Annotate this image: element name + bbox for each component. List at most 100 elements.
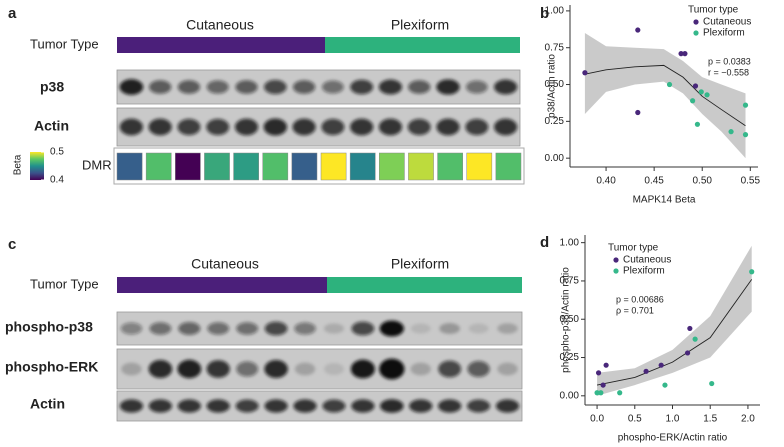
point: [709, 380, 715, 387]
y-tick-label: 0.00: [560, 390, 580, 401]
point: [678, 51, 684, 57]
dmr-cell: [116, 152, 143, 181]
tumor-type-bar: [117, 37, 325, 53]
dmr-cell: [262, 152, 289, 181]
band: [323, 323, 345, 334]
annotation: p = 0.0383: [708, 56, 751, 66]
beta-title: Beta: [13, 154, 24, 175]
point: [617, 390, 623, 396]
blot-bands: [119, 399, 520, 413]
dmr-cell: [145, 152, 172, 181]
legend-tick-label: 0.4: [50, 175, 64, 186]
band: [494, 79, 518, 95]
point: [690, 98, 696, 104]
band: [149, 322, 172, 335]
dmr-label: DMR: [82, 157, 112, 172]
blot-bands: [120, 320, 518, 337]
band: [120, 322, 143, 335]
band: [292, 118, 316, 136]
panel-label: c: [8, 236, 16, 253]
band: [234, 118, 259, 136]
band: [465, 118, 489, 136]
band: [235, 399, 259, 413]
blot-bands: [121, 358, 518, 380]
band: [379, 320, 404, 337]
legend-label: Plexiform: [703, 28, 745, 39]
band: [293, 399, 317, 413]
x-tick-label: 0.0: [590, 414, 604, 425]
y-tick-label: 0.75: [560, 276, 580, 287]
band: [494, 118, 518, 136]
blot-label: phospho-p38: [5, 319, 93, 335]
dmr-cell: [437, 152, 463, 181]
band: [294, 322, 316, 335]
band: [206, 118, 230, 136]
x-tick-label: 0.5: [628, 414, 642, 425]
group-label: Cutaneous: [191, 256, 259, 272]
band: [467, 399, 491, 413]
x-tick-label: 0.45: [644, 176, 664, 187]
tumor-type-label: Tumor Type: [30, 36, 99, 51]
x-tick-label: 0.40: [596, 176, 616, 187]
band: [177, 399, 201, 413]
band: [206, 399, 230, 413]
band: [148, 360, 173, 378]
dmr-cell: [349, 152, 376, 181]
blot-bands: [119, 79, 518, 95]
annotation: p = 0.00686: [616, 294, 664, 304]
band: [178, 322, 201, 335]
dmr-cell: [320, 152, 347, 181]
y-tick-label: 0.50: [560, 314, 580, 325]
dmr-cell: [204, 152, 230, 181]
x-axis-title: phospho-ERK/Actin ratio: [618, 433, 728, 444]
band: [408, 80, 431, 94]
point: [692, 336, 698, 342]
band: [264, 399, 288, 413]
band: [465, 80, 488, 94]
band: [264, 360, 288, 378]
band: [263, 79, 287, 95]
blot-label: Actin: [30, 396, 65, 412]
legend-label: Plexiform: [623, 266, 665, 277]
group-label: Cutaneous: [186, 17, 254, 33]
tumor-type-bar: [117, 277, 327, 293]
dmr-cell: [466, 152, 493, 181]
band: [264, 321, 288, 336]
band: [177, 118, 201, 136]
band: [468, 323, 489, 334]
band: [321, 118, 345, 136]
point: [728, 129, 734, 135]
x-tick-label: 1.5: [703, 414, 717, 425]
panel-label: b: [540, 5, 549, 22]
band: [263, 118, 288, 136]
point: [600, 382, 606, 388]
band: [149, 80, 172, 94]
band: [378, 79, 403, 95]
annotation: ρ = 0.701: [616, 305, 654, 315]
blot-label: Actin: [34, 118, 69, 134]
panel-label: a: [8, 5, 17, 22]
tumor-type-bar: [327, 277, 522, 293]
band: [409, 399, 433, 413]
y-tick-label: 0.00: [545, 153, 565, 164]
point: [598, 390, 604, 396]
y-tick-label: 0.75: [545, 42, 565, 53]
band: [236, 361, 259, 377]
fit-line: [596, 279, 753, 386]
point: [595, 370, 602, 376]
x-tick-label: 1.0: [666, 414, 680, 425]
confidence-band: [597, 245, 752, 396]
blot-label: p38: [40, 79, 64, 95]
blot-bands: [119, 118, 518, 136]
band: [438, 399, 462, 413]
y-tick-label: 0.25: [545, 116, 565, 127]
band: [235, 80, 258, 94]
point: [635, 27, 641, 33]
band: [119, 79, 144, 95]
band: [148, 118, 172, 136]
band: [121, 362, 142, 376]
band: [436, 79, 460, 95]
point: [658, 362, 664, 368]
tumor-type-bar: [325, 37, 520, 53]
